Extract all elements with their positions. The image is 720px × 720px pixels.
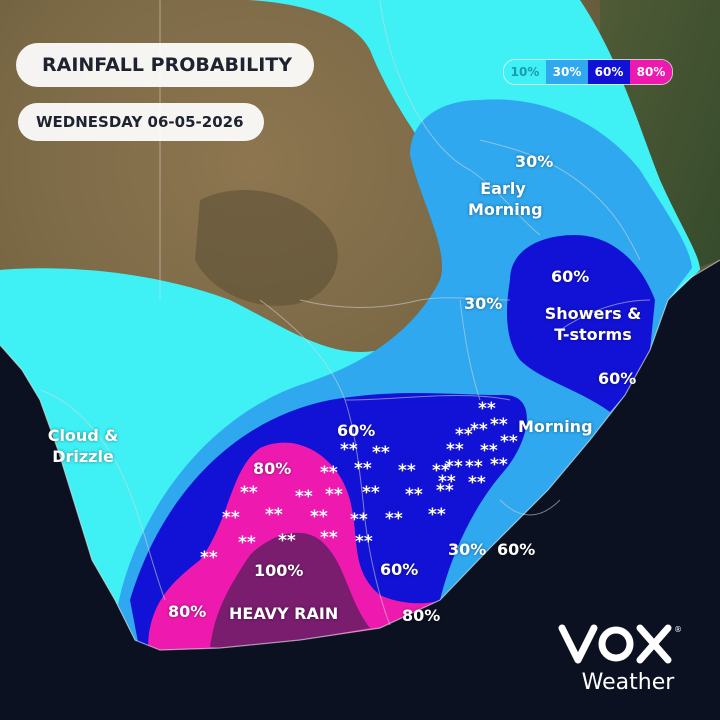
snow-symbols: **** **** **** **** ** **** **** **** ** ** **** **… (200, 399, 518, 568)
land-dark-ridge (195, 190, 338, 306)
snow-mark: ** (325, 485, 343, 505)
label-sw-80: 80% (168, 602, 207, 621)
snow-mark: ** (470, 420, 488, 440)
snow-mark: ** (436, 481, 454, 501)
label-early-morning: Early Morning (468, 179, 543, 219)
snow-mark: ** (372, 443, 390, 463)
label-east-60-top: 60% (551, 267, 590, 286)
label-se-80: 80% (402, 606, 441, 625)
snow-mark: ** (222, 508, 240, 528)
label-south-60: 60% (380, 560, 419, 579)
snow-mark: ** (455, 425, 473, 445)
brand-logo: ® Weather (556, 620, 686, 700)
snow-mark: ** (354, 459, 372, 479)
snow-mark: ** (446, 440, 464, 460)
snow-mark: ** (490, 415, 508, 435)
snow-mark: ** (200, 548, 218, 568)
snow-mark: ** (438, 472, 456, 492)
snow-mark: ** (500, 432, 518, 452)
page-title: RAINFALL PROBABILITY (16, 43, 314, 87)
label-heavy-rain: HEAVY RAIN (229, 604, 339, 623)
label-east-60-coast: 60% (598, 369, 637, 388)
forecast-date: WEDNESDAY 06-05-2026 (18, 103, 264, 141)
snow-mark: ** (278, 531, 296, 551)
label-east-30: 30% (448, 540, 487, 559)
snow-mark: ** (432, 461, 450, 481)
snow-mark: ** (350, 510, 368, 530)
snow-mark: ** (238, 533, 256, 553)
snow-mark: ** (465, 457, 483, 477)
probability-legend: 10% 30% 60% 80% (503, 59, 673, 85)
registered-mark: ® (674, 625, 682, 634)
snow-mark: ** (362, 483, 380, 503)
label-100: 100% (254, 561, 304, 580)
snow-mark: ** (340, 440, 358, 460)
snow-mark: ** (385, 509, 403, 529)
legend-30: 30% (546, 60, 588, 84)
snow-mark: ** (398, 461, 416, 481)
province-borders (39, 0, 651, 626)
snow-mark: ** (490, 455, 508, 475)
snow-mark: ** (405, 485, 423, 505)
snow-mark: ** (428, 505, 446, 525)
coastline (0, 259, 720, 651)
label-west-80: 80% (253, 459, 292, 478)
zone-60-east (507, 235, 655, 412)
snow-mark: ** (320, 528, 338, 548)
brand-word: Weather (581, 670, 675, 695)
snow-mark: ** (478, 399, 496, 419)
label-showers: Showers & T-storms (544, 304, 642, 344)
label-central-60: 60% (337, 421, 376, 440)
vox-logo-icon: ® (558, 624, 682, 664)
snow-mark: ** (468, 473, 486, 493)
snow-mark: ** (240, 483, 258, 503)
label-north-30: 30% (464, 294, 503, 313)
snow-mark: ** (310, 507, 328, 527)
snow-mark: ** (445, 457, 463, 477)
label-early-morning-pct: 30% (515, 152, 554, 171)
snow-mark: ** (265, 505, 283, 525)
legend-80: 80% (630, 60, 672, 84)
snow-mark: ** (355, 532, 373, 552)
legend-60: 60% (588, 60, 630, 84)
label-east-60-low: 60% (497, 540, 536, 559)
snow-mark: ** (480, 441, 498, 461)
legend-10: 10% (504, 60, 546, 84)
snow-mark: ** (295, 487, 313, 507)
zone-100 (210, 532, 370, 648)
label-cloud-drizzle: Cloud & Drizzle (47, 426, 119, 466)
snow-mark: ** (320, 463, 338, 483)
label-morning: Morning (518, 417, 593, 436)
